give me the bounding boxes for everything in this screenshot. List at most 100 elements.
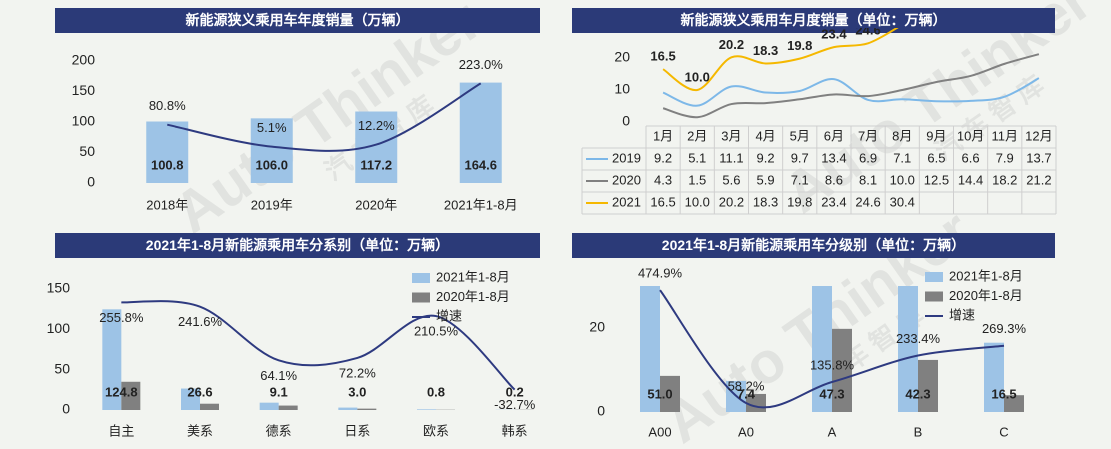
chart-title: 新能源狭义乘用车月度销量（单位：万辆）: [681, 12, 947, 28]
legend-label: 增速: [949, 307, 975, 322]
chart-panel: 2021年1-8月新能源乘用车分级别（单位：万辆） 0 20 51.0 7.4 47.3 4…: [572, 233, 1055, 439]
legend-label: 2021年1-8月: [436, 269, 510, 284]
x-tick-label: 德系: [266, 423, 292, 438]
y-tick-label: 100: [47, 320, 71, 336]
legend-label: 2021年1-8月: [949, 268, 1023, 283]
bar: [1004, 395, 1024, 412]
table-cell: 5.6: [722, 172, 740, 187]
table-cell: 5.1: [688, 150, 706, 165]
y-tick-label: 0: [622, 113, 630, 129]
chart-panel: 新能源狭义乘用车月度销量（单位：万辆） 0 10 20 16.5 10.0 20.2 18.3…: [572, 8, 1057, 215]
x-tick-label: 2018年: [146, 197, 188, 212]
line-value-label: 23.4: [821, 27, 847, 42]
line-value-label: 223.0%: [459, 57, 504, 72]
marks: 16.510.020.218.319.823.424.630.4: [650, 27, 1040, 119]
bar-value-label: 42.3: [905, 386, 930, 401]
x-tick-label: A00: [648, 424, 671, 439]
table-cell: 30.4: [890, 194, 915, 209]
table-cell: 9.7: [791, 150, 809, 165]
bar-value-label: 100.8: [151, 157, 184, 172]
marks: [102, 300, 534, 410]
table-cell: 7.1: [791, 172, 809, 187]
bar-value-label: 124.8: [105, 384, 138, 399]
marks: [146, 82, 502, 183]
table-cell: 8.6: [825, 172, 843, 187]
x-tick-label: B: [914, 424, 923, 439]
line-value-label: 135.8%: [810, 357, 855, 372]
x-tick-label: 9月: [926, 128, 946, 143]
x-tick-label: 1月: [653, 128, 673, 143]
table-cell: 18.3: [753, 194, 778, 209]
line-value-label: 19.8: [787, 38, 812, 53]
bar: [200, 403, 219, 410]
table-cell: 10.0: [685, 194, 710, 209]
line-value-label: 210.5%: [414, 324, 459, 339]
table-cell: 4.3: [654, 172, 672, 187]
bar: [259, 402, 279, 410]
table-cell: 9.2: [654, 150, 672, 165]
line-value-label: 18.3: [753, 43, 778, 58]
y-tick-label: 150: [47, 280, 71, 296]
table-cell: 21.2: [1026, 172, 1051, 187]
bar: [459, 82, 502, 183]
x-tick-label: 4月: [755, 128, 775, 143]
y-tick-label: 100: [72, 113, 96, 129]
table-cell: 10.0: [890, 172, 915, 187]
legend-label: 2020年1-8月: [436, 289, 510, 304]
line-value-label: 233.4%: [896, 331, 941, 346]
bar: [121, 381, 141, 410]
table-cell: 7.9: [996, 150, 1014, 165]
table-cell: 11.1: [719, 150, 743, 165]
bar-value-label: 7.4: [737, 386, 756, 401]
bar: [984, 342, 1004, 412]
y-tick-label: 0: [62, 401, 70, 417]
title-bar: [572, 8, 1055, 33]
legend-swatch: [412, 273, 430, 283]
bar-value-label: 16.5: [991, 386, 1016, 401]
line-value-label: 10.0: [685, 69, 710, 84]
labels: 124.8 26.6 9.1 3.0 0.8 0.2 255.8% 241.6% 64.1% 72…: [99, 310, 535, 412]
bar-value-label: 106.0: [255, 157, 288, 172]
legend-label: 2020年1-8月: [949, 288, 1023, 303]
line: [662, 28, 899, 92]
table-cell: 9.2: [757, 150, 775, 165]
bar-value-label: 117.2: [360, 157, 392, 172]
bar-value-label: 3.0: [348, 384, 366, 399]
labels: 51.0 7.4 47.3 42.3 16.5 474.9% 58.2% 135.8% 233.…: [638, 266, 1027, 402]
x-tick-label: 自主: [108, 423, 134, 438]
line: [662, 77, 1040, 107]
bar: [898, 286, 918, 412]
x-tick-label: 2019年: [251, 197, 293, 212]
line-value-label: 20.2: [719, 37, 744, 52]
x-tick-label: 2021年1-8月: [444, 197, 518, 212]
title-bar: [572, 233, 1055, 258]
line: [167, 82, 482, 152]
chart-panel: 2021年1-8月新能源乘用车分系别（单位：万辆） 0 50 100 150 124.8 2…: [47, 233, 540, 438]
bar: [146, 121, 189, 183]
x-tick-label: 日系: [344, 423, 370, 438]
table-row-label: 2021: [612, 194, 641, 209]
bar: [278, 405, 298, 410]
table-row-label: 2019: [612, 150, 641, 165]
x-tick-label: A0: [738, 424, 754, 439]
line-value-label: 16.5: [650, 49, 675, 64]
title-bar: [55, 233, 540, 258]
table-cell: 6.6: [962, 150, 980, 165]
table-cell: 20.2: [719, 194, 744, 209]
table-cell: 19.8: [787, 194, 812, 209]
bar-value-label: 47.3: [819, 386, 844, 401]
title-bar: [55, 8, 540, 33]
bar-value-label: 164.6: [464, 157, 497, 172]
y-tick-label: 50: [79, 143, 95, 159]
line: [121, 300, 516, 391]
x-tick-label: 6月: [824, 128, 844, 143]
x-tick-label: 美系: [187, 423, 213, 438]
x-tick-label: 韩系: [502, 423, 528, 438]
table-cell: 8.1: [859, 172, 877, 187]
labels: 100.8 106.0 117.2 164.6 80.8% 5.1% 12.2% 223.0%: [149, 57, 503, 173]
line-value-label: 58.2%: [728, 378, 765, 393]
x-tick-label: 3月: [721, 128, 741, 143]
bar: [250, 118, 293, 183]
line-value-label: 474.9%: [638, 266, 683, 281]
